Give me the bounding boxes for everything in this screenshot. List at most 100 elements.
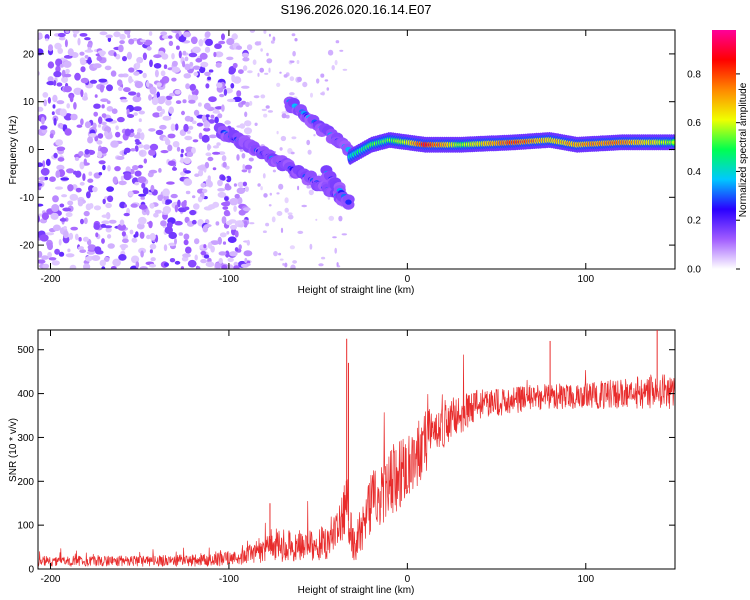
spectrogram-cell <box>74 72 81 81</box>
spectrogram-cell <box>198 169 204 177</box>
spectrogram-cell <box>193 109 200 116</box>
spectrogram-cell <box>55 65 61 73</box>
spectrogram-cell <box>129 128 135 133</box>
spectrogram-cell <box>171 53 175 60</box>
spectrogram-cell <box>80 118 84 126</box>
spectrogram-cell <box>327 49 334 56</box>
spectrogram-cell <box>248 169 251 174</box>
spectrogram-cell <box>290 151 295 155</box>
spectrogram-cell <box>208 134 217 139</box>
spectrogram-cell <box>138 193 147 197</box>
spectrogram-cell <box>205 114 210 118</box>
spectrogram-cell <box>116 156 125 160</box>
spectrogram-cell <box>96 140 103 145</box>
spectrogram-cell <box>113 52 117 57</box>
spectrogram-cells <box>38 30 675 269</box>
spectrogram-cell <box>168 231 177 240</box>
spectrogram-cell <box>94 94 98 98</box>
spectrogram-cell <box>57 32 66 38</box>
spectrogram-cell <box>238 244 242 250</box>
spectrogram-cell <box>221 33 225 41</box>
spectrogram-cell <box>309 243 313 250</box>
spectrogram-cell <box>244 186 249 192</box>
spectrogram-cell <box>149 143 159 151</box>
spectrogram-cell <box>232 62 238 69</box>
spectrogram-cell <box>39 125 48 130</box>
spectrogram-cell <box>242 57 250 62</box>
spectrogram-cell <box>42 263 50 269</box>
spectrogram-cell <box>188 125 194 130</box>
spectrogram-cell <box>224 196 229 201</box>
spectrogram-cell <box>336 262 339 267</box>
spectrogram-cell <box>47 76 54 83</box>
spectrogram-cell <box>266 58 273 64</box>
spectrogram-cell <box>58 36 66 41</box>
spectrogram-cell <box>98 78 108 83</box>
spectrogram-cell <box>74 233 79 241</box>
spectrogram-cell <box>116 79 123 86</box>
spectrogram-cell <box>233 205 237 212</box>
spectrogram-cell <box>136 92 141 98</box>
spectrogram-cell <box>276 211 283 216</box>
spectrogram-cell <box>210 240 220 246</box>
spectrogram-cell <box>203 127 211 132</box>
spectrogram-cell <box>266 52 269 57</box>
spectrogram-cell <box>164 262 169 267</box>
spectrogram-cell <box>61 194 68 198</box>
spectrogram-cell <box>177 199 181 208</box>
spectrogram-cell <box>192 139 199 143</box>
spectrogram-cell <box>61 76 69 83</box>
spectrogram-cell <box>51 260 60 266</box>
snr-xtick-label: -200 <box>40 574 60 585</box>
spectrogram-cell <box>73 102 77 110</box>
spectrogram-cell <box>228 66 236 74</box>
spectrogram-cell <box>338 215 343 222</box>
spectrogram-cell <box>236 97 242 102</box>
spectrogram-cell <box>242 181 247 187</box>
spectrogram-cell <box>105 118 113 122</box>
spectrogram-cell <box>234 193 240 199</box>
spectrogram-cell <box>119 33 126 40</box>
spectrogram-cell <box>254 122 258 127</box>
spectrogram-cell <box>92 186 98 193</box>
spectrogram-cell <box>140 196 145 200</box>
spectrogram-cell <box>245 101 250 107</box>
spectrogram-cell <box>174 220 183 226</box>
spectrogram-cell <box>180 148 184 154</box>
spectrogram-cell <box>237 220 243 225</box>
spectrogram-cell <box>205 261 215 268</box>
spectrogram-cell <box>87 42 93 49</box>
spectrogram-cell <box>287 212 293 215</box>
spectrogram-cell <box>324 79 329 82</box>
spectrogram-cell <box>243 250 253 257</box>
spectrogram-cell <box>153 54 162 59</box>
spectrogram-cell <box>189 61 194 67</box>
spectrogram-cell <box>185 83 191 90</box>
spectrogram-cell <box>165 199 173 205</box>
spectrogram-cell <box>77 37 81 46</box>
spectrogram-cell <box>86 191 91 199</box>
spectrogram-cell <box>210 245 215 253</box>
spectrogram-cell <box>59 123 63 130</box>
spectrogram-cell <box>87 136 94 144</box>
spectrogram-cell <box>52 195 59 203</box>
spectrogram-cell <box>170 123 176 132</box>
spectrogram-cell <box>165 138 171 146</box>
spectrogram-cell <box>215 62 222 68</box>
spectrogram-cell <box>231 74 236 83</box>
spectrogram-cell <box>64 128 72 136</box>
spectrogram-cell <box>297 76 302 82</box>
spectrogram-cell <box>168 242 176 247</box>
spectrogram-cell <box>279 147 283 151</box>
spectrogram-cell <box>278 183 284 190</box>
spectrogram-cell <box>195 58 203 63</box>
spectrogram-cell <box>130 203 138 208</box>
spectrogram-cell <box>221 216 227 224</box>
spectrogram-cell <box>183 123 189 132</box>
spectrogram-cell <box>234 247 239 252</box>
spectrogram-cell <box>84 149 90 155</box>
spectrogram-cell <box>102 198 106 205</box>
spectrogram-cell <box>169 92 175 97</box>
spectrogram-cell <box>47 61 55 69</box>
